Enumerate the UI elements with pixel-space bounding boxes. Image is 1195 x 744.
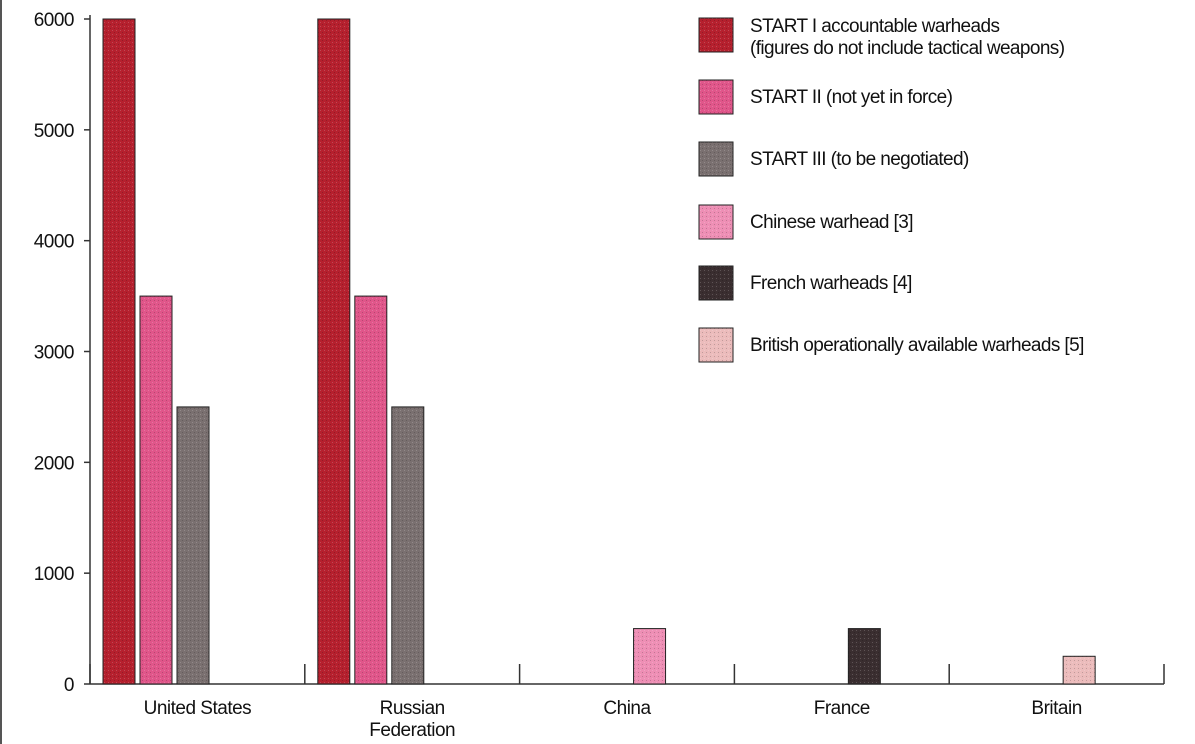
legend-swatch-2 bbox=[698, 79, 734, 115]
legend-swatch-1 bbox=[698, 17, 734, 53]
bar-britain-series-6 bbox=[1062, 655, 1096, 685]
x-category-label-france: France bbox=[814, 698, 870, 719]
x-category-label-britain: Britain bbox=[1031, 698, 1081, 719]
legend-swatch-3 bbox=[698, 141, 734, 177]
bar-russian-federation-series-2 bbox=[354, 295, 388, 685]
y-tick-label: 6000 bbox=[34, 10, 74, 31]
legend-label-5: French warheads [4] bbox=[750, 273, 912, 294]
y-axis: 0 1000 2000 3000 4000 5000 6000 bbox=[34, 10, 91, 696]
y-tick-label: 4000 bbox=[34, 232, 74, 253]
x-category-label-russian-federation: Russian Federation bbox=[369, 698, 455, 741]
legend-label-2: START II (not yet in force) bbox=[750, 87, 953, 108]
bar-france-series-5 bbox=[847, 628, 881, 685]
legend-label-4: Chinese warhead [3] bbox=[750, 212, 913, 233]
legend-swatch-4 bbox=[698, 204, 734, 240]
y-tick-label: 0 bbox=[64, 675, 74, 696]
legend-label-6: British operationally available warheads… bbox=[750, 335, 1084, 356]
legend-label-3: START III (to be negotiated) bbox=[750, 149, 969, 170]
bar-united-states-series-1 bbox=[102, 18, 136, 685]
legend-swatch-6 bbox=[698, 327, 734, 363]
bar-russian-federation-series-3 bbox=[391, 406, 425, 685]
y-tick-label: 3000 bbox=[34, 343, 74, 364]
bar-china-series-4 bbox=[633, 628, 667, 685]
bars bbox=[102, 18, 1096, 685]
legend: START I accountable warheads (figures do … bbox=[698, 16, 1084, 363]
bar-russian-federation-series-1 bbox=[317, 18, 351, 685]
legend-swatch-5 bbox=[698, 265, 734, 301]
legend-label-1: START I accountable warheads (figures do … bbox=[750, 16, 1065, 59]
y-tick-label: 1000 bbox=[34, 564, 74, 585]
x-category-label-china: China bbox=[603, 698, 651, 719]
x-category-label-united-states: United States bbox=[144, 698, 252, 719]
y-tick-label: 5000 bbox=[34, 121, 74, 142]
y-tick-label: 2000 bbox=[34, 453, 74, 474]
bar-united-states-series-3 bbox=[176, 406, 210, 685]
x-axis: United States Russian Federation China Franc… bbox=[89, 664, 1165, 741]
bar-united-states-series-2 bbox=[139, 295, 173, 685]
